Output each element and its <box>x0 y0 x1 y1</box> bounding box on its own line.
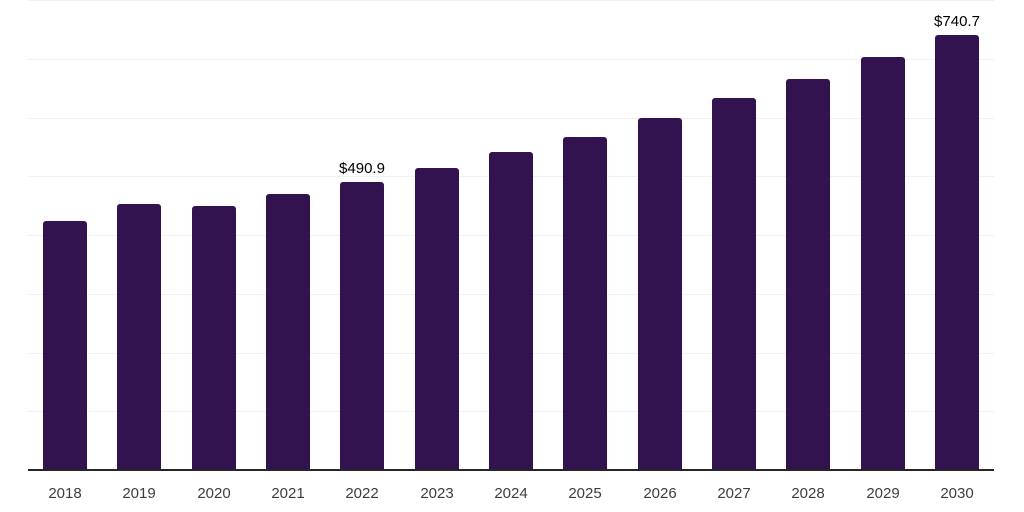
x-tick-label-2020: 2020 <box>197 485 231 502</box>
bar-2023 <box>415 168 459 470</box>
gridline-600 <box>28 118 994 119</box>
bar-value-label-2030: $740.7 <box>934 13 980 30</box>
bar-2027 <box>712 98 756 470</box>
x-tick-label-2024: 2024 <box>494 485 528 502</box>
x-tick-label-2027: 2027 <box>717 485 751 502</box>
x-tick-label-2018: 2018 <box>48 485 82 502</box>
x-tick-label-2023: 2023 <box>420 485 454 502</box>
x-tick-label-2029: 2029 <box>866 485 900 502</box>
x-axis-line <box>28 469 994 471</box>
bar-2018 <box>43 221 87 470</box>
x-tick-label-2026: 2026 <box>643 485 677 502</box>
bar-value-label-2022: $490.9 <box>339 160 385 177</box>
bar-2020 <box>192 206 236 470</box>
x-tick-label-2022: 2022 <box>345 485 379 502</box>
bar-2024 <box>489 152 533 470</box>
bar-2026 <box>638 118 682 470</box>
gridline-700 <box>28 59 994 60</box>
bar-2021 <box>266 194 310 470</box>
bar-2022 <box>340 182 384 470</box>
x-tick-label-2021: 2021 <box>271 485 305 502</box>
bar-2028 <box>786 79 830 470</box>
x-tick-label-2019: 2019 <box>122 485 156 502</box>
bar-2030 <box>935 35 979 470</box>
bar-2025 <box>563 137 607 470</box>
x-tick-label-2025: 2025 <box>568 485 602 502</box>
x-tick-label-2028: 2028 <box>791 485 825 502</box>
x-tick-label-2030: 2030 <box>940 485 974 502</box>
bar-2019 <box>117 204 161 470</box>
bar-2029 <box>861 57 905 470</box>
gridline-800 <box>28 0 994 1</box>
